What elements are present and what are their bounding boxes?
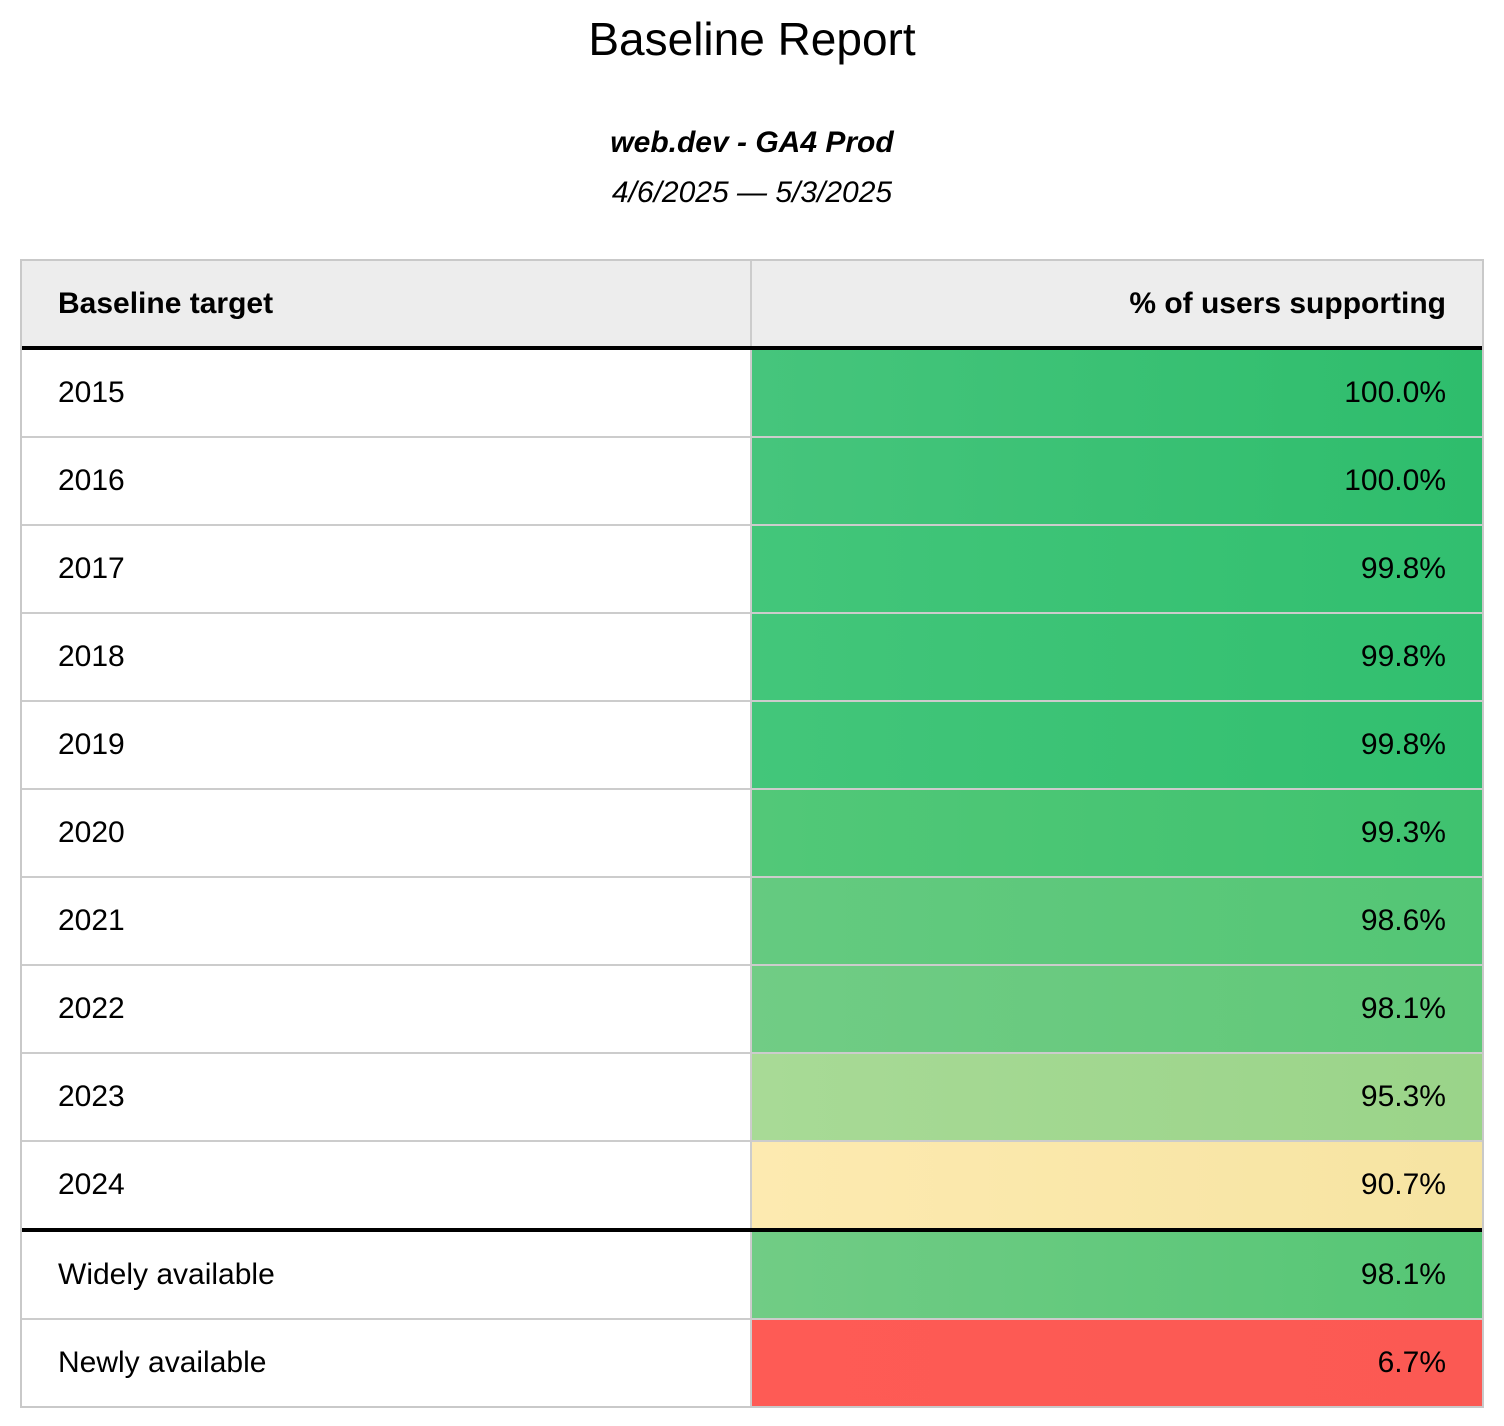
table-row: 2017 99.8% — [22, 526, 1482, 615]
row-label: 2018 — [22, 614, 752, 701]
row-label: 2015 — [22, 350, 752, 437]
row-label: 2020 — [22, 790, 752, 877]
report-subtitle: web.dev - GA4 Prod — [610, 126, 894, 160]
row-label: 2022 — [22, 966, 752, 1053]
row-value: 98.1% — [752, 966, 1482, 1053]
row-label: Newly available — [22, 1320, 752, 1407]
row-value: 95.3% — [752, 1054, 1482, 1141]
report-date-range: 4/6/2025 — 5/3/2025 — [611, 176, 893, 210]
row-label: 2019 — [22, 702, 752, 789]
table-header-row: Baseline target % of users supporting — [22, 261, 1482, 351]
table-row: 2022 98.1% — [22, 966, 1482, 1055]
baseline-table: Baseline target % of users supporting 20… — [20, 259, 1484, 1409]
row-label: Widely available — [22, 1232, 752, 1319]
row-value: 6.7% — [752, 1320, 1482, 1407]
row-label: 2023 — [22, 1054, 752, 1141]
row-label: 2021 — [22, 878, 752, 965]
row-value: 99.3% — [752, 790, 1482, 877]
table-row: 2024 90.7% — [22, 1142, 1482, 1231]
row-value: 99.8% — [752, 702, 1482, 789]
table-row: 2020 99.3% — [22, 790, 1482, 879]
row-value: 98.1% — [752, 1232, 1482, 1319]
row-value: 99.8% — [752, 526, 1482, 613]
table-row: 2015 100.0% — [22, 350, 1482, 439]
table-row: 2018 99.8% — [22, 614, 1482, 703]
row-label: 2017 — [22, 526, 752, 613]
column-header-baseline-target: Baseline target — [22, 261, 752, 347]
table-row: 2016 100.0% — [22, 438, 1482, 527]
row-label: 2024 — [22, 1142, 752, 1229]
row-value: 90.7% — [752, 1142, 1482, 1229]
row-value: 99.8% — [752, 614, 1482, 701]
table-row: 2021 98.6% — [22, 878, 1482, 967]
table-row: Widely available 98.1% — [22, 1228, 1482, 1321]
column-header-percent-users-supporting: % of users supporting — [752, 261, 1482, 347]
row-value: 98.6% — [752, 878, 1482, 965]
row-value: 100.0% — [752, 350, 1482, 437]
table-row: 2019 99.8% — [22, 702, 1482, 791]
row-value: 100.0% — [752, 438, 1482, 525]
table-row: Newly available 6.7% — [22, 1320, 1482, 1407]
page-title: Baseline Report — [588, 13, 916, 65]
table-row: 2023 95.3% — [22, 1054, 1482, 1143]
row-label: 2016 — [22, 438, 752, 525]
